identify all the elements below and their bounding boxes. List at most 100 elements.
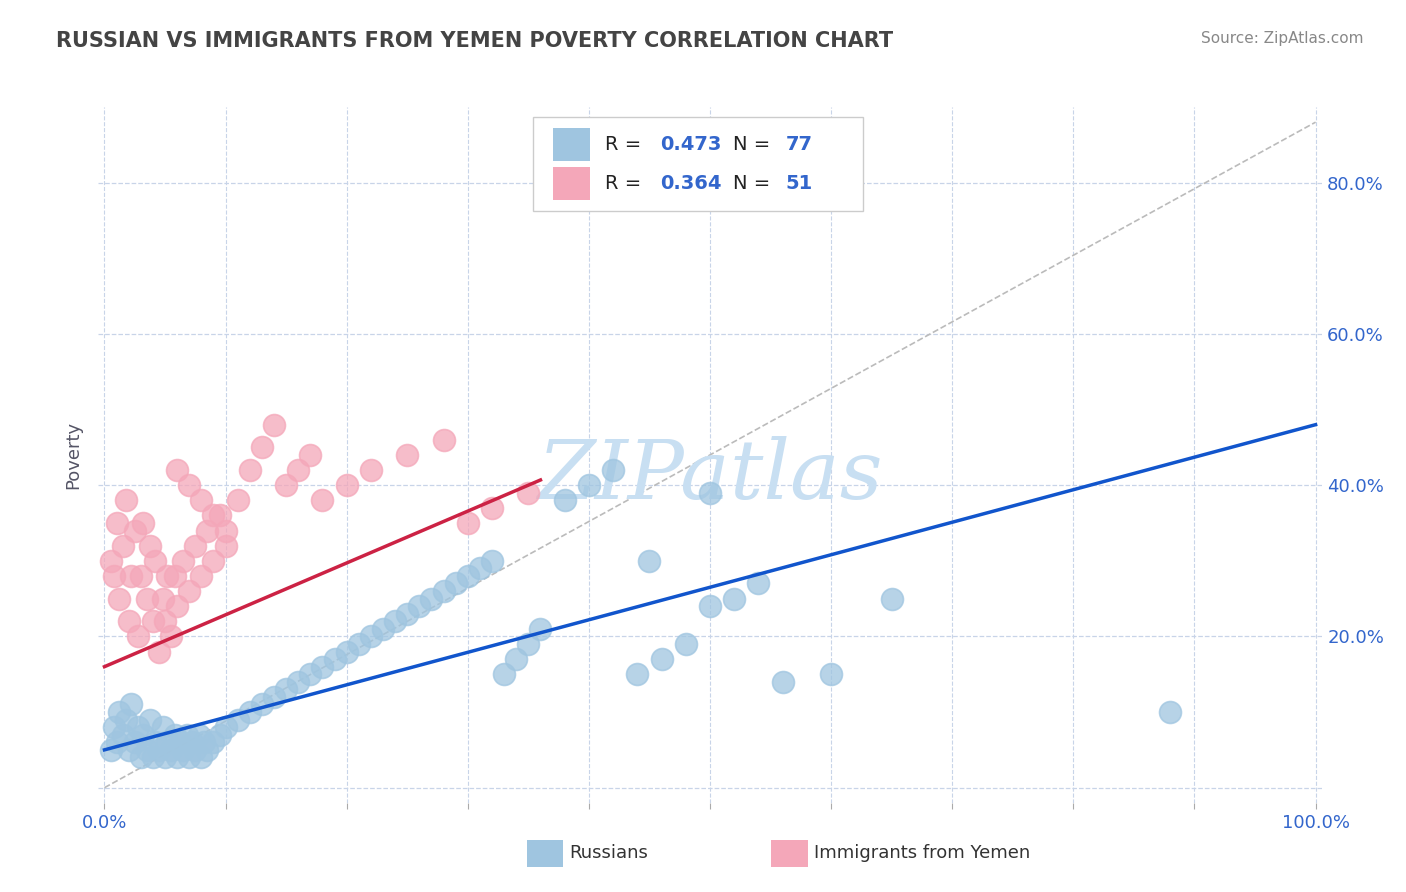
Point: [336, 478, 359, 492]
Text: ZIPatlas: ZIPatlas: [537, 436, 883, 516]
Text: N =: N =: [734, 174, 776, 193]
Point: [148, 644, 170, 658]
Point: [880, 591, 903, 606]
Y-axis label: Poverty: Poverty: [65, 421, 83, 489]
Point: [360, 629, 382, 643]
Point: [323, 652, 346, 666]
Point: [772, 674, 794, 689]
Text: R =: R =: [605, 174, 647, 193]
Text: R =: R =: [605, 135, 647, 154]
Point: [127, 629, 149, 643]
Point: [187, 728, 209, 742]
Point: [105, 735, 128, 749]
Point: [602, 463, 624, 477]
Point: [197, 743, 219, 757]
FancyBboxPatch shape: [527, 840, 564, 867]
Point: [420, 591, 443, 606]
Point: [190, 569, 212, 583]
Point: [336, 644, 359, 658]
Point: [179, 478, 201, 492]
Point: [494, 667, 516, 681]
Point: [214, 539, 236, 553]
Text: Source: ZipAtlas.com: Source: ZipAtlas.com: [1201, 31, 1364, 46]
Point: [202, 554, 225, 568]
Point: [118, 743, 141, 757]
Point: [276, 478, 298, 492]
Point: [202, 508, 225, 523]
Point: [152, 591, 174, 606]
Point: [517, 637, 540, 651]
Point: [160, 629, 183, 643]
Point: [444, 576, 467, 591]
Point: [166, 463, 188, 477]
Text: N =: N =: [734, 135, 776, 154]
Point: [360, 463, 382, 477]
Point: [197, 524, 219, 538]
Point: [135, 743, 157, 757]
Point: [208, 728, 231, 742]
Point: [184, 539, 207, 553]
Point: [529, 622, 551, 636]
Point: [214, 720, 236, 734]
Point: [163, 569, 186, 583]
Point: [179, 750, 201, 764]
Point: [153, 615, 176, 629]
Point: [169, 735, 191, 749]
Text: 51: 51: [786, 174, 813, 193]
Point: [371, 622, 394, 636]
Point: [287, 674, 309, 689]
Point: [132, 728, 155, 742]
Point: [148, 743, 170, 757]
Point: [111, 539, 134, 553]
Point: [153, 750, 176, 764]
Point: [651, 652, 673, 666]
Text: RUSSIAN VS IMMIGRANTS FROM YEMEN POVERTY CORRELATION CHART: RUSSIAN VS IMMIGRANTS FROM YEMEN POVERTY…: [56, 31, 893, 51]
Point: [135, 591, 157, 606]
Point: [160, 743, 183, 757]
Point: [239, 463, 262, 477]
Point: [208, 508, 231, 523]
Point: [142, 750, 165, 764]
Point: [299, 667, 322, 681]
Point: [723, 591, 745, 606]
Point: [1159, 705, 1181, 719]
Point: [699, 485, 721, 500]
Point: [111, 728, 134, 742]
Point: [127, 720, 149, 734]
Point: [115, 713, 138, 727]
Point: [481, 554, 503, 568]
Point: [143, 735, 166, 749]
Point: [675, 637, 697, 651]
Point: [554, 493, 576, 508]
Point: [311, 659, 333, 673]
Point: [396, 607, 419, 621]
Point: [517, 485, 540, 500]
Point: [384, 615, 406, 629]
Point: [118, 615, 141, 629]
FancyBboxPatch shape: [554, 128, 591, 161]
Point: [263, 417, 285, 432]
Point: [468, 561, 491, 575]
Point: [202, 735, 225, 749]
Point: [193, 735, 215, 749]
Point: [432, 433, 454, 447]
Point: [699, 599, 721, 614]
Point: [250, 441, 273, 455]
Point: [129, 750, 152, 764]
Point: [152, 720, 174, 734]
Point: [124, 735, 146, 749]
Point: [176, 728, 198, 742]
Point: [100, 554, 122, 568]
Point: [432, 584, 454, 599]
Point: [347, 637, 370, 651]
Point: [100, 743, 122, 757]
FancyBboxPatch shape: [554, 167, 591, 201]
Point: [142, 615, 165, 629]
Text: 0.473: 0.473: [659, 135, 721, 154]
Point: [163, 728, 186, 742]
Point: [408, 599, 430, 614]
Point: [105, 516, 128, 530]
Point: [578, 478, 600, 492]
Point: [120, 698, 142, 712]
Point: [190, 493, 212, 508]
